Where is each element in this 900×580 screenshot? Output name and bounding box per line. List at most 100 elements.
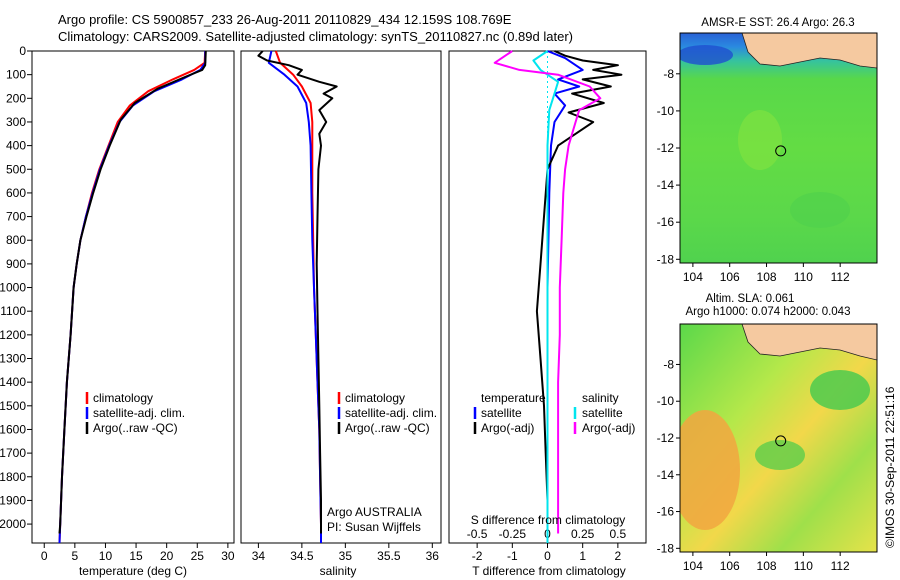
x-tick-label: 35.5 [377, 549, 401, 563]
lon-tick-label: 108 [757, 559, 777, 573]
x-tick-label: 34.5 [290, 549, 314, 563]
x-tick-label: 10 [99, 549, 113, 563]
lon-tick-label: 106 [720, 270, 740, 284]
figure-title-line2: Climatology: CARS2009. Satellite-adjuste… [58, 29, 573, 44]
sal-legend-argo: Argo(..raw -QC) [345, 421, 430, 435]
lon-tick-label: 104 [683, 270, 703, 284]
sst-map-title: AMSR-E SST: 26.4 Argo: 26.3 [701, 17, 854, 29]
series-line-salinity-satellite [532, 50, 560, 543]
imos-credit: ©IMOS 30-Sep-2011 22:51:16 [883, 386, 897, 548]
y-tick-label: 500 [6, 162, 26, 176]
diff-legend-temp-satellite: satellite [481, 406, 522, 420]
pi-note: PI: Susan Wijffels [327, 520, 421, 534]
sla-map-axes: 104 106 108 110 112 -8 -10 -12 -14 -16 -18 [657, 357, 850, 573]
y-tick-label: 600 [6, 186, 26, 200]
x-tick-label: 5 [72, 549, 79, 563]
lon-tick-label: 112 [831, 270, 850, 284]
x-tick-label: -1 [507, 549, 518, 563]
sla-map: Altim. SLA: 0.061 Argo h1000: 0.074 h200… [657, 293, 878, 573]
series-line-temperature-satellite [546, 50, 584, 543]
lat-tick-label: -16 [657, 215, 675, 229]
lat-tick-label: -8 [663, 67, 674, 81]
sla-argo-marker [775, 435, 787, 447]
temperature-xlabel: temperature (deg C) [79, 564, 187, 578]
salinity-panel: 34 34.5 35 35.5 36 salinity climatology sate… [240, 50, 442, 578]
sst-map-axes: 104 106 108 110 112 -8 -10 -12 -14 -16 -18 [657, 67, 850, 284]
salinity-xlabel: salinity [320, 564, 357, 578]
lon-tick-label: 108 [757, 270, 777, 284]
lat-tick-label: -14 [657, 178, 675, 192]
temperature-axis: 0 5 10 15 20 25 30 [41, 543, 235, 563]
lat-tick-label: -10 [657, 104, 675, 118]
lat-tick-label: -12 [657, 141, 675, 155]
series-line-salinity-argo-adj [493, 50, 602, 534]
sst-land-java [741, 33, 877, 69]
sst-argo-marker [775, 145, 787, 157]
y-tick-label: 1200 [0, 328, 26, 342]
top-x-tick-label: -0.5 [467, 527, 488, 541]
sla-map-title-line2: Argo h1000: 0.074 h2000: 0.043 [686, 306, 851, 318]
x-tick-label: 25 [191, 549, 205, 563]
legend-climatology: climatology [93, 391, 153, 405]
diff-legend-temp-argo: Argo(-adj) [481, 421, 534, 435]
series-line-climatology [58, 50, 207, 544]
temperature-plot-frame [31, 50, 235, 544]
salinity-axis: 34 34.5 35 35.5 36 [252, 543, 440, 563]
x-tick-label: 2 [615, 549, 622, 563]
y-tick-label: 1800 [0, 470, 26, 484]
series-line-satellite-adj-clim [58, 51, 207, 544]
lat-tick-label: -18 [657, 252, 675, 266]
y-tick-label: 300 [6, 115, 26, 129]
y-tick-label: 900 [6, 257, 26, 271]
series-line-argo-raw-qc [257, 50, 338, 534]
difference-lines [493, 50, 623, 543]
lat-tick-label: -14 [657, 468, 675, 482]
y-tick-label: 1100 [0, 304, 26, 318]
top-x-tick-label: 0.25 [571, 527, 595, 541]
temperature-legend: climatology satellite-adj. clim. Argo(..… [85, 391, 185, 435]
diff-legend-temp-title: temperature [481, 391, 546, 405]
x-tick-label: 30 [221, 549, 235, 563]
x-tick-label: 15 [129, 549, 143, 563]
difference-xlabel-bottom: T difference from climatology [472, 564, 626, 578]
difference-panel: -2 -1 0 1 2-0.5 -0.25 0 0.25 0.5 T difference fr… [448, 50, 647, 578]
salinity-plot-frame [240, 50, 442, 544]
lon-tick-label: 110 [794, 559, 813, 573]
salinity-lines [257, 50, 338, 543]
y-tick-label: 800 [6, 233, 26, 247]
difference-legend: temperature satellite Argo(-adj) salinit… [473, 391, 635, 435]
diff-legend-sal-argo: Argo(-adj) [582, 421, 635, 435]
figure-title-line1: Argo profile: CS 5900857_233 26-Aug-2011… [58, 12, 512, 27]
legend-satellite-adj: satellite-adj. clim. [93, 406, 185, 420]
y-tick-label: 1900 [0, 493, 26, 507]
x-tick-label: 0 [544, 549, 551, 563]
x-tick-label: 35 [339, 549, 353, 563]
diff-legend-sal-title: salinity [582, 391, 619, 405]
y-tick-label: 1700 [0, 446, 26, 460]
y-tick-label: 1500 [0, 399, 26, 413]
sst-map: AMSR-E SST: 26.4 Argo: 26.3 104 106 108 110… [657, 17, 878, 284]
depth-axis: 0 100 200 300 400 500 600 700 800 900 1000 1100 1200… [0, 44, 32, 531]
top-x-tick-label: 0.5 [610, 527, 627, 541]
top-x-tick-label: -0.25 [499, 527, 527, 541]
lon-tick-label: 110 [794, 270, 813, 284]
x-tick-label: 34 [252, 549, 266, 563]
x-tick-label: 36 [426, 549, 440, 563]
series-line-argo-raw-qc [58, 50, 207, 534]
sal-legend-satellite-adj: satellite-adj. clim. [345, 406, 437, 420]
lat-tick-label: -8 [663, 357, 674, 371]
difference-xlabel-top: S difference from climatology [471, 513, 626, 527]
y-tick-label: 0 [19, 44, 26, 58]
sal-legend-climatology: climatology [345, 391, 405, 405]
lat-tick-label: -10 [657, 394, 675, 408]
salinity-legend: climatology satellite-adj. clim. Argo(..… [337, 391, 437, 435]
lon-tick-label: 104 [683, 559, 703, 573]
lon-tick-label: 106 [720, 559, 740, 573]
y-tick-label: 2000 [0, 517, 26, 531]
temperature-lines [58, 50, 207, 544]
series-line-temperature-argo-adj [535, 50, 623, 534]
y-tick-label: 700 [6, 210, 26, 224]
y-tick-label: 400 [6, 139, 26, 153]
x-tick-label: 1 [579, 549, 586, 563]
